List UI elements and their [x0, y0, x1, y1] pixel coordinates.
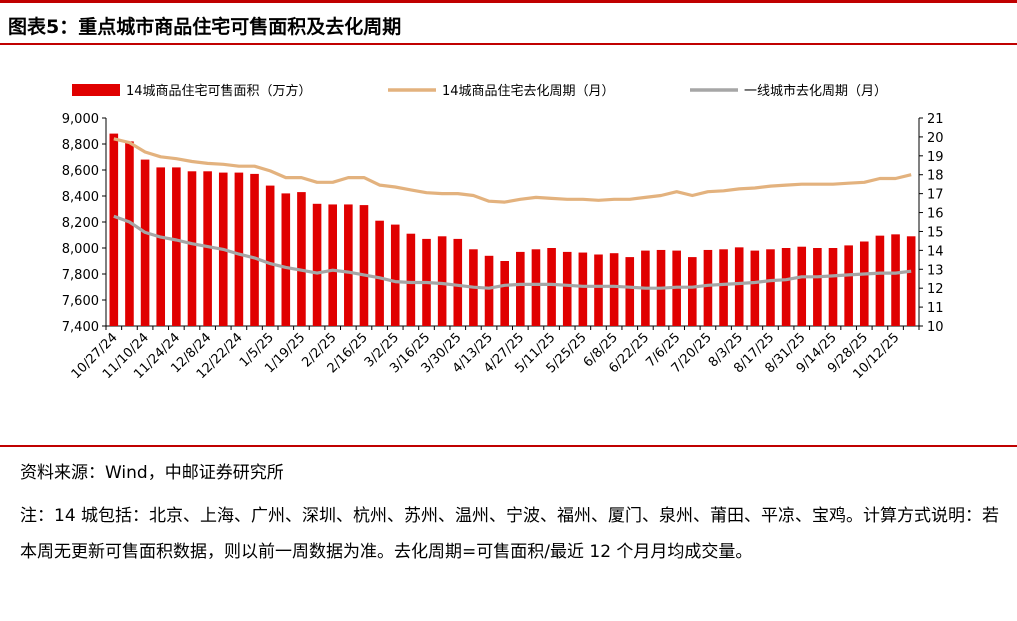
bar	[562, 251, 572, 326]
source-note: 资料来源：Wind，中邮证券研究所	[20, 463, 284, 483]
bar	[516, 251, 525, 326]
bar	[203, 171, 212, 326]
bar	[719, 249, 728, 326]
page-title: 图表5：重点城市商品住宅可售面积及去化周期	[8, 16, 402, 38]
left-axis-tick-label: 8,600	[62, 164, 99, 179]
right-axis-tick-label: 19	[927, 150, 944, 165]
chart-legend: 14城商品住宅可售面积（万方） 14城商品住宅去化周期（月） 一线城市去化周期（月）	[72, 83, 887, 99]
bar	[594, 254, 603, 326]
bar	[828, 248, 838, 326]
line-destock-cycle-14-cities	[113, 137, 912, 204]
right-axis-tick-label: 21	[927, 112, 944, 127]
bar	[797, 246, 807, 326]
left-axis-tick-label: 9,000	[62, 112, 99, 127]
bar	[687, 257, 697, 326]
bar	[359, 205, 369, 326]
bar	[578, 252, 588, 326]
bar	[109, 133, 119, 326]
bar	[781, 248, 791, 326]
bar	[312, 203, 322, 326]
methodology-note: 注：14 城包括：北京、上海、广州、深圳、杭州、苏州、温州、宁波、福州、厦门、泉…	[20, 506, 1000, 562]
line-destock-cycle-tier1	[113, 214, 912, 290]
bar	[328, 204, 338, 326]
bar	[234, 172, 244, 326]
bar	[344, 204, 353, 326]
left-axis-tick-label: 8,800	[62, 138, 99, 153]
bar	[265, 185, 275, 326]
right-axis-tick-label: 14	[927, 244, 944, 259]
line-series	[113, 137, 912, 290]
legend-swatch-bar	[72, 84, 120, 96]
bar	[547, 248, 556, 326]
right-axis-tick-label: 15	[927, 225, 944, 240]
legend-label: 14城商品住宅去化周期（月）	[442, 84, 615, 99]
top-accent-bar	[0, 0, 1017, 3]
footer-divider	[0, 445, 1017, 447]
bar	[172, 167, 181, 326]
bar	[500, 261, 509, 326]
right-axis-tick-label: 17	[927, 188, 944, 203]
bar	[453, 238, 463, 326]
bar	[750, 250, 760, 326]
bar	[125, 141, 134, 326]
x-axis-ticks: 10/27/2411/10/2411/24/2412/8/2412/22/241…	[69, 326, 920, 382]
left-axis-tick-label: 8,400	[62, 190, 99, 205]
right-axis-tick-label: 11	[927, 301, 944, 316]
bar	[390, 224, 400, 326]
bar	[766, 249, 775, 326]
bar-series	[109, 133, 916, 326]
left-axis-tick-label: 7,600	[62, 294, 99, 309]
right-axis-tick-label: 12	[927, 282, 944, 297]
bar	[406, 233, 416, 326]
bar	[156, 167, 166, 326]
right-axis-tick-label: 16	[927, 207, 944, 222]
bar	[859, 241, 869, 326]
legend-label: 一线城市去化周期（月）	[744, 83, 887, 99]
bar	[250, 173, 259, 326]
bar	[875, 235, 885, 326]
bar	[297, 192, 306, 326]
title-divider	[0, 43, 1017, 45]
bar	[187, 171, 197, 326]
chart: 14城商品住宅可售面积（万方） 14城商品住宅去化周期（月） 一线城市去化周期（月）…	[62, 83, 944, 382]
bar	[140, 159, 150, 326]
left-axis-tick-label: 8,200	[62, 216, 99, 231]
bar	[625, 257, 635, 326]
bar	[609, 253, 619, 326]
bar	[703, 249, 713, 326]
left-axis-tick-label: 7,400	[62, 320, 99, 335]
legend-label: 14城商品住宅可售面积（万方）	[126, 83, 312, 99]
left-axis-tick-label: 7,800	[62, 268, 99, 283]
bar	[281, 193, 291, 326]
right-axis-tick-label: 20	[927, 131, 944, 146]
right-axis-tick-label: 13	[927, 263, 944, 278]
bar	[734, 247, 744, 326]
bar	[437, 236, 447, 326]
left-axis-tick-label: 8,000	[62, 242, 99, 257]
bar	[813, 248, 822, 326]
right-axis-tick-label: 10	[927, 320, 944, 335]
bar	[375, 220, 384, 326]
bar	[844, 245, 853, 326]
bar	[891, 234, 900, 326]
right-axis-tick-label: 18	[927, 169, 944, 184]
bar	[906, 236, 916, 326]
bar	[484, 255, 494, 326]
bar	[531, 249, 541, 326]
